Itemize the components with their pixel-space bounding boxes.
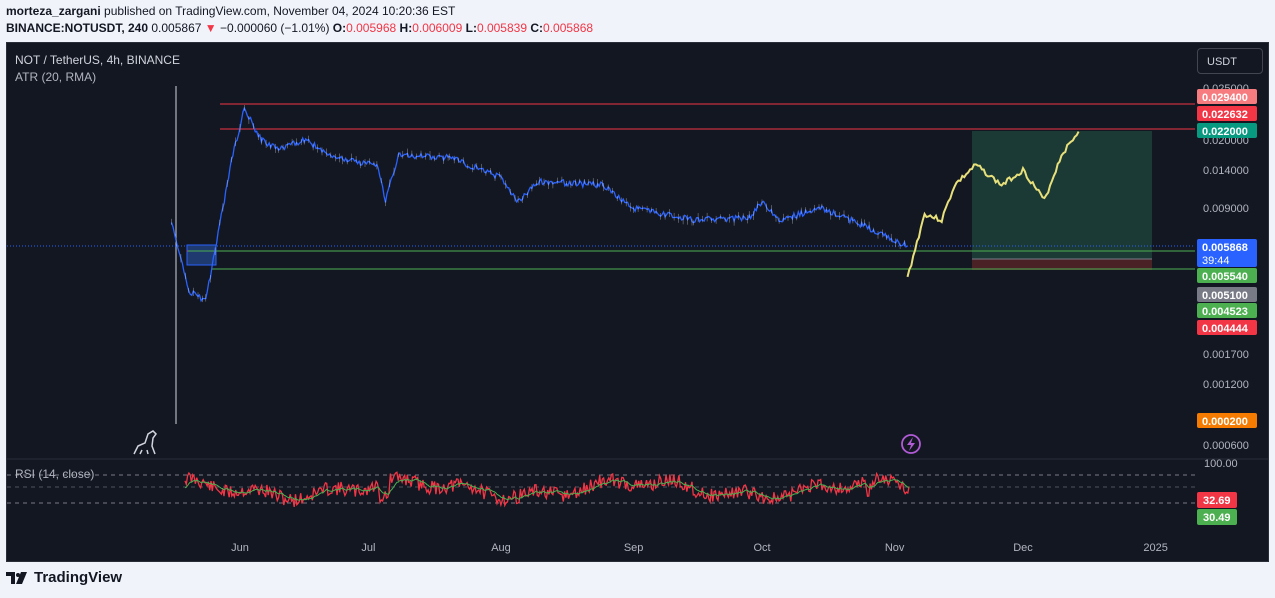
open-value: 0.005968 [346,21,397,35]
rsi-axis-100: 100.00 [1204,458,1238,470]
y-tick-label: 0.000600 [1203,440,1249,452]
price-change: −0.000060 (−1.01%) [220,21,330,35]
x-tick-label: Jul [361,542,375,554]
rsi-value-tag [1197,492,1237,508]
price-label: 0.005100 [1202,290,1248,302]
price-label: 0.022632 [1202,109,1248,121]
price-label-tag [1197,287,1257,302]
price-label: 0.029400 [1202,92,1248,104]
x-tick-label: Dec [1013,542,1033,554]
price-label-tag [1197,106,1257,121]
down-arrow-icon: ▼ [204,21,217,35]
price-label: 0.005868 [1202,242,1248,254]
close-value: 0.005868 [543,21,594,35]
price-label-tag [1197,239,1257,267]
projection-series[interactable] [906,131,1080,278]
price-label: 0.005540 [1202,271,1248,283]
tradingview-logo[interactable]: TradingView [6,569,122,586]
lightning-icon[interactable] [901,434,921,454]
open-label: O: [332,21,347,35]
close-label: C: [530,21,544,35]
atr-legend[interactable]: ATR (20, RMA) [15,70,97,84]
low-label: L: [465,21,477,35]
y-tick-label: 0.009000 [1203,203,1249,215]
x-tick-label: Oct [753,542,770,554]
publish-text: published on TradingView.com, November 0… [104,4,456,18]
x-tick-label: Aug [491,542,511,554]
low-value: 0.005839 [476,21,527,35]
price-label-tag [1197,268,1257,283]
rsi-value: 32.69 [1203,495,1231,507]
price-label: 0.004444 [1202,323,1249,335]
price-label: 0.022000 [1202,126,1248,138]
y-tick-label: 0.001200 [1203,379,1249,391]
x-tick-label: Jun [231,542,249,554]
publish-info: morteza_zargani published on TradingView… [6,4,455,18]
price-label-tag [1197,303,1257,318]
target-zone[interactable] [972,131,1152,259]
tradingview-wordmark: TradingView [34,569,123,586]
chart-legend-title[interactable]: NOT / TetherUS, 4h, BINANCE [15,53,180,67]
x-tick-label: 2025 [1143,542,1167,554]
price-wicks [171,105,905,303]
price-label-tag [1197,123,1257,138]
stop-zone[interactable] [972,259,1152,270]
tv-logo-icon [6,571,27,584]
price-label-tag [1197,320,1257,335]
rsi-series[interactable] [184,471,910,508]
rsi-legend[interactable]: RSI (14, close) [15,467,95,481]
range-box[interactable] [186,244,217,266]
price-series[interactable] [170,106,908,303]
y-tick-label: 0.014000 [1203,165,1249,177]
high-value: 0.006009 [412,21,463,35]
author-name[interactable]: morteza_zargani [6,4,101,18]
price-label-tag [1197,89,1257,104]
symbol-info: BINANCE:NOTUSDT, 240 0.005867 ▼ −0.00006… [6,21,593,35]
price-label-tag [1197,413,1257,428]
high-label: H: [399,21,413,35]
rsi-ma-value: 30.49 [1203,512,1231,524]
currency-button[interactable]: USDT [1197,48,1263,74]
x-tick-label: Sep [624,542,644,554]
bar-countdown: 39:44 [1202,255,1230,267]
dino-icon[interactable] [133,430,157,455]
last-price: 0.005867 [151,21,202,35]
price-label: 0.004523 [1202,306,1248,318]
price-label: 0.000200 [1202,416,1248,428]
symbol-name[interactable]: BINANCE:NOTUSDT, 240 [6,21,149,35]
rsi-ma-series[interactable] [184,478,910,501]
x-tick-label: Nov [885,542,905,554]
y-tick-label: 0.001700 [1203,349,1249,361]
rsi-ma-tag [1197,509,1237,525]
